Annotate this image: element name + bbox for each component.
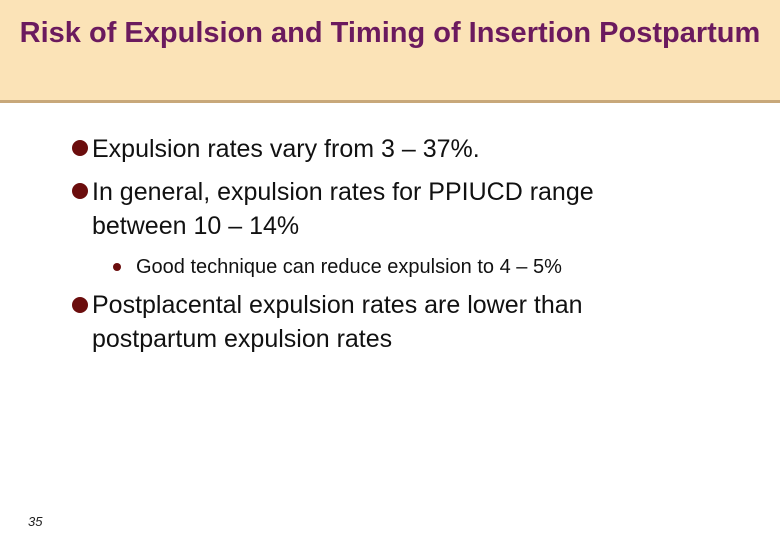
bullet-text: Expulsion rates vary from 3 – 37%. [92, 135, 480, 163]
sub-bullet-text: Good technique can reduce expulsion to 4… [136, 256, 562, 278]
bullet-icon [72, 140, 88, 156]
title: Risk of Expulsion and Timing of Insertio… [19, 17, 761, 49]
bullet-icon [72, 297, 88, 313]
bullet-text: Postplacental expulsion rates are lower … [92, 291, 583, 353]
page-number: 35 [28, 514, 43, 529]
header: Risk of Expulsion and Timing of Insertio… [0, 0, 780, 103]
bullet-icon [72, 183, 88, 199]
bullet-text: In general, expulsion rates for PPIUCD r… [92, 178, 594, 240]
sub-bullet-icon [113, 263, 121, 271]
